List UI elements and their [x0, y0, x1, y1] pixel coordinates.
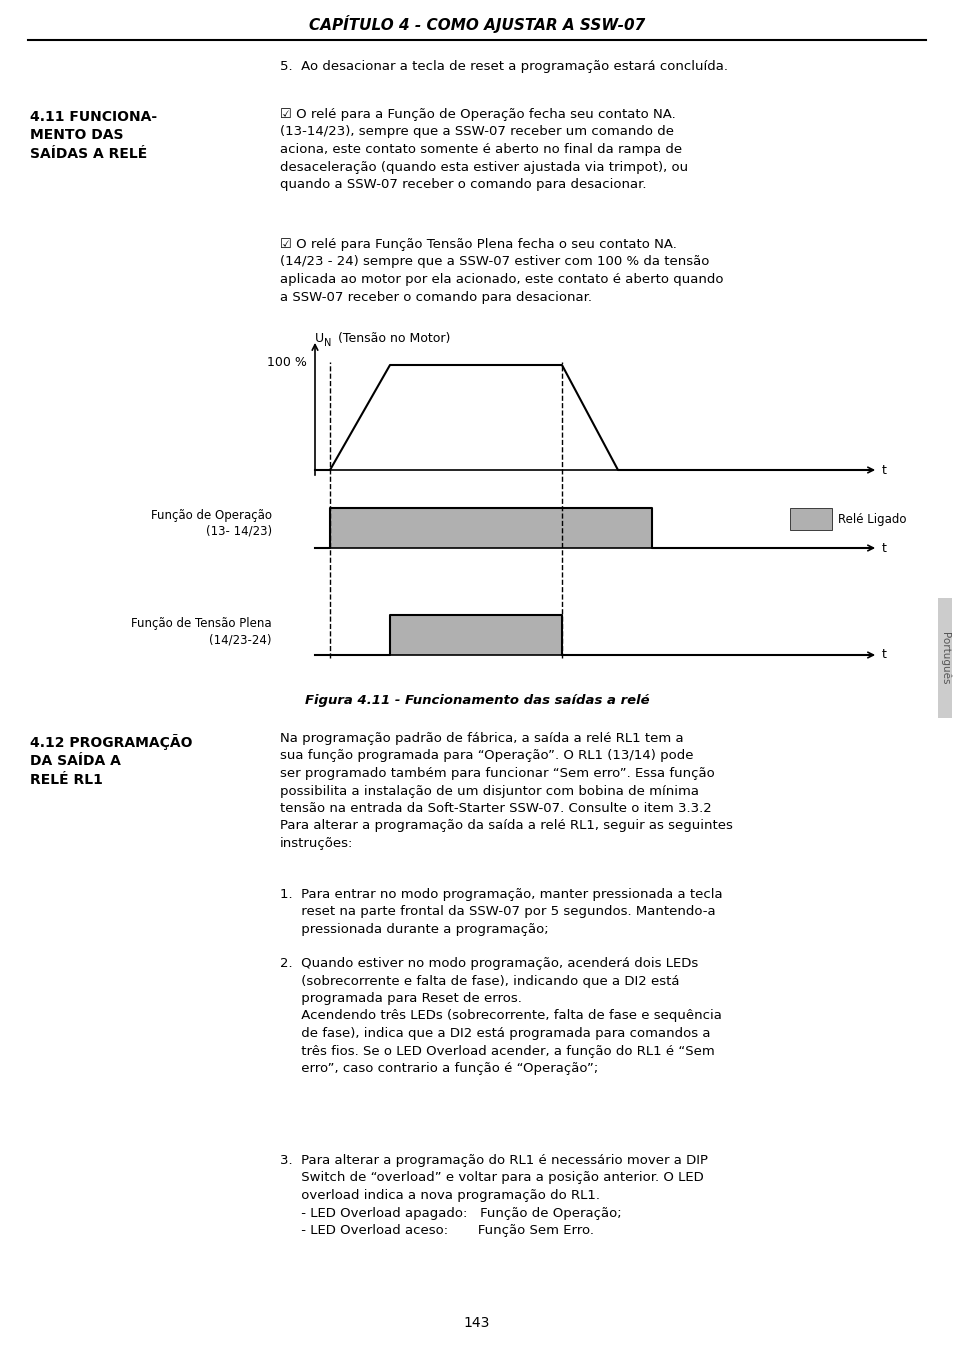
- Text: ☑ O relé para Função Tensão Plena fecha o seu contato NA.
(14/23 - 24) sempre qu: ☑ O relé para Função Tensão Plena fecha …: [280, 238, 722, 304]
- Text: 4.12 PROGRAMAÇÃO
DA SAÍDA A
RELÉ RL1: 4.12 PROGRAMAÇÃO DA SAÍDA A RELÉ RL1: [30, 734, 193, 787]
- Text: CAPÍTULO 4 - COMO AJUSTAR A SSW-07: CAPÍTULO 4 - COMO AJUSTAR A SSW-07: [309, 15, 644, 32]
- Text: 4.11 FUNCIONA-
MENTO DAS
SAÍDAS A RELÉ: 4.11 FUNCIONA- MENTO DAS SAÍDAS A RELÉ: [30, 109, 157, 161]
- Text: 5.  Ao desacionar a tecla de reset a programação estará concluída.: 5. Ao desacionar a tecla de reset a prog…: [280, 59, 727, 73]
- Text: Função de Operação
(13- 14/23): Função de Operação (13- 14/23): [151, 509, 272, 537]
- Bar: [937, 598, 951, 718]
- Text: 1.  Para entrar no modo programação, manter pressionada a tecla
     reset na pa: 1. Para entrar no modo programação, mant…: [280, 888, 721, 936]
- Text: Relé Ligado: Relé Ligado: [837, 513, 905, 525]
- Text: Figura 4.11 - Funcionamento das saídas a relé: Figura 4.11 - Funcionamento das saídas a…: [304, 694, 649, 707]
- Text: Na programação padrão de fábrica, a saída a relé RL1 tem a
sua função programada: Na programação padrão de fábrica, a saíd…: [280, 732, 732, 850]
- Text: 143: 143: [463, 1316, 490, 1330]
- Bar: [390, 616, 561, 655]
- Text: 100 %: 100 %: [267, 355, 307, 369]
- Bar: [789, 508, 831, 531]
- Text: 2.  Quando estiver no modo programação, acenderá dois LEDs
     (sobrecorrente e: 2. Quando estiver no modo programação, a…: [280, 957, 721, 1075]
- Text: (Tensão no Motor): (Tensão no Motor): [330, 332, 450, 346]
- Text: Português: Português: [939, 632, 949, 684]
- Text: 3.  Para alterar a programação do RL1 é necessário mover a DIP
     Switch de “o: 3. Para alterar a programação do RL1 é n…: [280, 1154, 707, 1237]
- Bar: [330, 508, 651, 548]
- Text: t: t: [882, 463, 886, 477]
- Text: ☑ O relé para a Função de Operação fecha seu contato NA.
(13-14/23), sempre que : ☑ O relé para a Função de Operação fecha…: [280, 108, 687, 190]
- Text: Função de Tensão Plena
(14/23-24): Função de Tensão Plena (14/23-24): [132, 617, 272, 647]
- Text: U: U: [314, 332, 324, 346]
- Text: t: t: [882, 648, 886, 662]
- Text: N: N: [324, 338, 331, 348]
- Text: t: t: [882, 541, 886, 555]
